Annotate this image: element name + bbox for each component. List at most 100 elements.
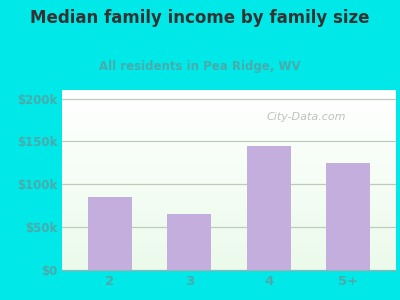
Bar [62, 167, 396, 168]
Bar [62, 93, 396, 94]
Bar [62, 204, 396, 205]
Text: Median family income by family size: Median family income by family size [30, 9, 370, 27]
Bar [62, 251, 396, 252]
Bar [62, 227, 396, 228]
Bar [62, 140, 396, 141]
Bar [62, 127, 396, 128]
Bar [62, 141, 396, 142]
Bar [62, 220, 396, 221]
Bar [62, 182, 396, 183]
Bar [62, 267, 396, 268]
Bar [62, 174, 396, 175]
Bar [62, 114, 396, 115]
Bar [62, 131, 396, 132]
Bar [62, 180, 396, 181]
Bar [62, 153, 396, 154]
Bar [62, 208, 396, 209]
Bar [62, 210, 396, 211]
Bar [62, 214, 396, 215]
Bar [62, 239, 396, 240]
Bar [62, 130, 396, 131]
Bar [62, 225, 396, 226]
Bar [62, 95, 396, 96]
Bar [62, 181, 396, 182]
Bar [167, 214, 211, 270]
Bar [62, 103, 396, 104]
Bar [62, 265, 396, 266]
Bar [62, 193, 396, 194]
Bar [62, 250, 396, 251]
Bar [62, 157, 396, 158]
Bar [62, 205, 396, 206]
Bar [62, 229, 396, 230]
Bar [62, 176, 396, 177]
Bar [62, 258, 396, 259]
Bar [62, 165, 396, 166]
Bar [62, 169, 396, 170]
Bar [62, 154, 396, 155]
Bar [62, 120, 396, 121]
Bar [62, 202, 396, 203]
Bar [62, 222, 396, 223]
Bar [62, 260, 396, 261]
Bar [62, 191, 396, 192]
Bar [62, 164, 396, 165]
Bar [62, 237, 396, 238]
Bar [62, 177, 396, 178]
Bar [62, 110, 396, 111]
Bar [62, 134, 396, 135]
Bar [62, 186, 396, 187]
Bar [62, 109, 396, 110]
Bar [62, 190, 396, 191]
Bar [62, 96, 396, 97]
Bar [62, 199, 396, 200]
Bar [62, 207, 396, 208]
Bar [62, 94, 396, 95]
Bar [62, 146, 396, 147]
Bar [62, 232, 396, 233]
Bar [88, 197, 132, 270]
Bar [62, 126, 396, 127]
Bar [62, 102, 396, 103]
Text: City-Data.com: City-Data.com [266, 112, 346, 122]
Bar [62, 201, 396, 202]
Bar [62, 97, 396, 98]
Bar [62, 224, 396, 225]
Bar [62, 231, 396, 232]
Bar [62, 147, 396, 148]
Bar [62, 252, 396, 253]
Bar [62, 148, 396, 149]
Bar [62, 105, 396, 106]
Bar [62, 233, 396, 234]
Bar [62, 253, 396, 254]
Bar [62, 219, 396, 220]
Bar [62, 113, 396, 114]
Bar [62, 155, 396, 156]
Bar [62, 212, 396, 213]
Bar [62, 268, 396, 269]
Bar [62, 172, 396, 173]
Bar [62, 234, 396, 235]
Bar [62, 247, 396, 248]
Bar [62, 107, 396, 108]
Bar [62, 163, 396, 164]
Bar [62, 108, 396, 109]
Bar [62, 246, 396, 247]
Bar [62, 132, 396, 133]
Bar [326, 163, 370, 270]
Bar [62, 117, 396, 118]
Bar [62, 183, 396, 184]
Bar [62, 230, 396, 231]
Bar [62, 200, 396, 201]
Bar [62, 175, 396, 176]
Bar [62, 162, 396, 163]
Bar [62, 228, 396, 229]
Bar [62, 145, 396, 146]
Bar [62, 159, 396, 160]
Bar [62, 266, 396, 267]
Bar [62, 248, 396, 249]
Bar [62, 119, 396, 120]
Bar [62, 269, 396, 270]
Bar [62, 187, 396, 188]
Bar [62, 91, 396, 92]
